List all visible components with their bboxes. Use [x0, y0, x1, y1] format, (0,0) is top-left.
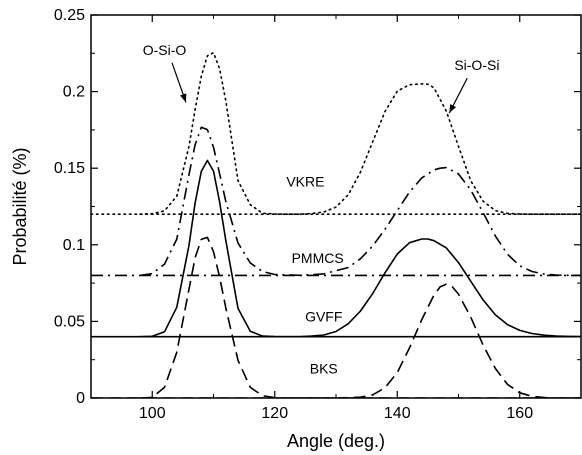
series-label-pmmcs: PMMCS [292, 250, 344, 266]
x-tick-label: 160 [506, 405, 533, 422]
x-tick-label: 100 [139, 405, 166, 422]
y-tick-label: 0.05 [54, 313, 85, 330]
y-axis-title: Probabilité (%) [10, 147, 30, 265]
annotation-label: O-Si-O [143, 42, 187, 58]
y-tick-label: 0 [76, 390, 85, 407]
annotation-label: Si-O-Si [454, 57, 499, 73]
series-lines [91, 51, 581, 398]
annotations: O-Si-O Si-O-Si [143, 42, 499, 114]
series-label-vkre: VKRE [286, 174, 324, 190]
series-label-gvff: GVFF [305, 308, 342, 324]
series-line-bks [139, 236, 581, 398]
y-tick-label: 0.2 [63, 84, 85, 101]
annotation-arrow-head [180, 93, 187, 103]
series-label-bks: BKS [310, 360, 338, 376]
series-line-vkre [139, 51, 581, 215]
x-axis-title: Angle (deg.) [287, 431, 385, 451]
y-tick-label: 0.15 [54, 160, 85, 177]
x-tick-label: 140 [384, 405, 411, 422]
annotation-arrow-head [449, 104, 457, 114]
series-labels: VKRE PMMCS GVFF BKS [286, 174, 343, 377]
axis-ticks: 100 120 140 160 0 0.05 0.1 0.15 0.2 0.25 [54, 7, 582, 422]
x-tick-label: 120 [261, 405, 288, 422]
series-line-pmmcs [139, 126, 581, 277]
series-line-gvff [139, 159, 581, 338]
y-tick-label: 0.25 [54, 7, 85, 24]
y-tick-label: 0.1 [63, 237, 85, 254]
